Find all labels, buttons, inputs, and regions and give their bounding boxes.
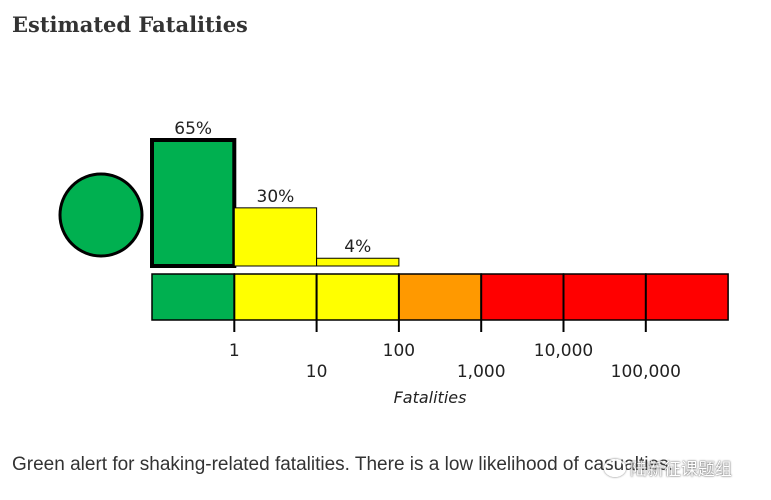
scale-segment-6 [645, 273, 729, 321]
watermark: 陆新征课题组 [604, 455, 732, 480]
watermark-text: 陆新征课题组 [630, 460, 732, 480]
tick-label-1: 10 [306, 362, 328, 382]
scale-segment-5 [562, 273, 647, 321]
scale-segment-4 [480, 273, 565, 321]
tick-label-2: 100 [383, 341, 415, 361]
scale-segment-1 [233, 273, 318, 321]
scale-segment-2 [315, 273, 400, 321]
bar-value-label-0: 65% [174, 119, 212, 139]
fatality-scale [151, 273, 729, 321]
tick-label-5: 100,000 [611, 362, 681, 382]
bar-value-label-2: 4% [344, 237, 371, 257]
probability-bar-0 [150, 138, 237, 268]
probability-bar-2 [316, 257, 400, 267]
fatality-chart: 65% 30% 4% 1 10 100 1,000 10,000 100,000 Fatali… [58, 119, 729, 407]
tick-label-0: 1 [229, 341, 240, 361]
scale-segment-3 [398, 273, 482, 321]
probability-bars: 65% 30% 4% [58, 119, 400, 268]
alert-level-circle [58, 172, 144, 258]
tick-label-3: 1,000 [457, 362, 506, 382]
bar-value-label-1: 30% [257, 187, 295, 207]
alert-caption: Green alert for shaking-related fataliti… [12, 454, 674, 475]
tick-label-4: 10,000 [534, 341, 593, 361]
probability-bar-1 [233, 207, 318, 267]
page-title: Estimated Fatalities [12, 12, 248, 37]
x-axis-label: Fatalities [394, 388, 467, 407]
wechat-icon [604, 458, 626, 477]
scale-ticks: 1 10 100 1,000 10,000 100,000 [229, 274, 681, 382]
scale-segment-0 [151, 273, 236, 321]
